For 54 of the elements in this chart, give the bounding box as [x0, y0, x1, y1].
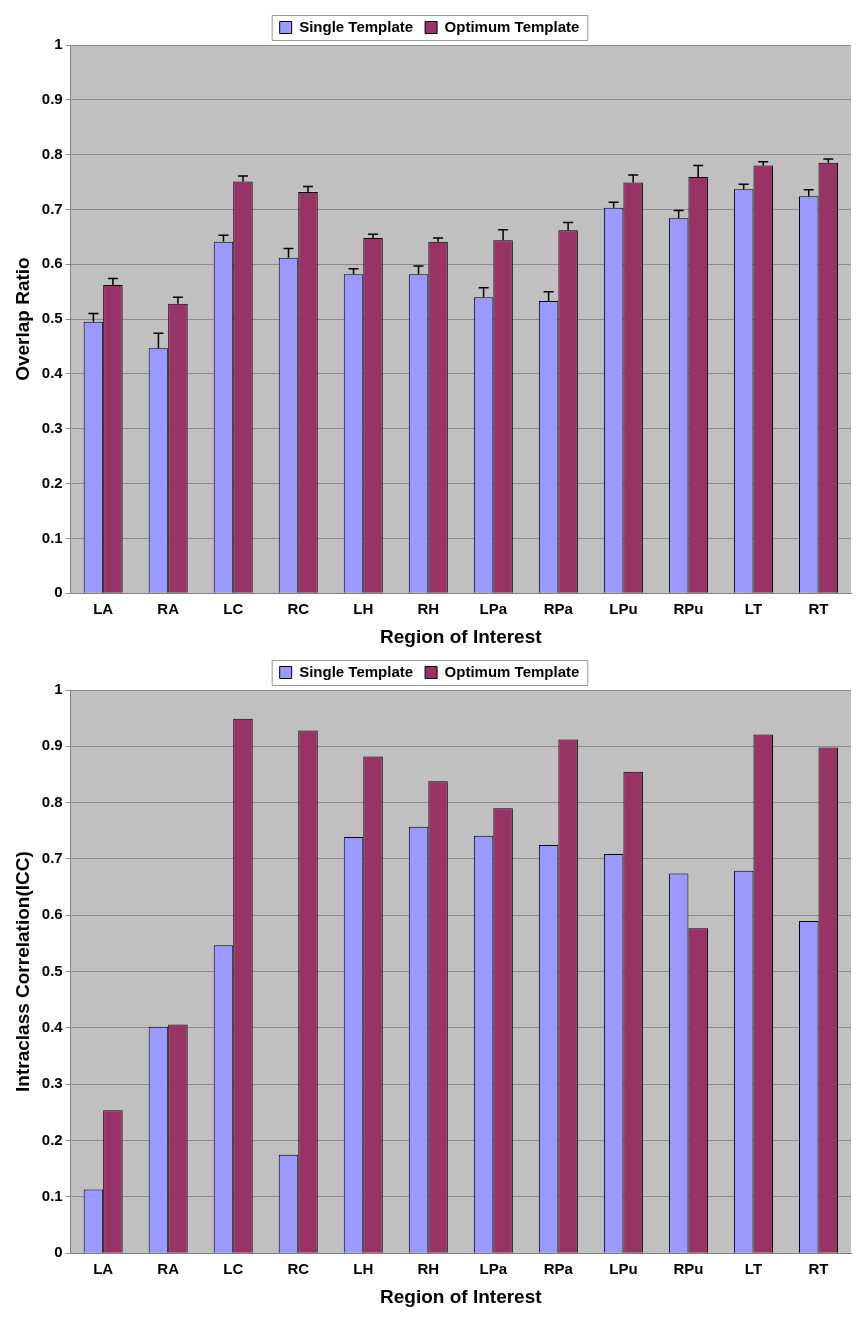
- y-tick-label: 1: [54, 680, 63, 698]
- x-tick-label: LH: [353, 600, 374, 618]
- x-tick-label: LPa: [479, 1260, 508, 1278]
- y-tick-label: 0.8: [41, 792, 63, 810]
- y-tick-label: 0.7: [41, 849, 63, 867]
- y-tick-label: 0.9: [41, 736, 63, 754]
- y-tick-label: 0: [54, 1243, 63, 1261]
- x-tick-label: RPu: [673, 1260, 704, 1278]
- x-tick-label: RH: [417, 1260, 440, 1278]
- y-tick-label: 1: [54, 35, 63, 53]
- y-tick-label: 0.6: [41, 254, 63, 272]
- x-tick-label: LC: [223, 600, 244, 618]
- x-tick-label: RC: [287, 1260, 310, 1278]
- x-tick-label: RPu: [673, 600, 704, 618]
- x-tick-label: RA: [157, 600, 180, 618]
- x-tick-label: LPa: [479, 600, 508, 618]
- x-tick-label: RH: [417, 600, 440, 618]
- y-tick-label: 0.1: [41, 1187, 63, 1205]
- x-tick-label: LPu: [609, 1260, 638, 1278]
- y-tick-label: 0: [54, 583, 63, 601]
- x-tick-label: LT: [744, 600, 763, 618]
- legend-label: Single Template: [299, 662, 414, 680]
- y-tick-label: 0.3: [41, 1074, 63, 1092]
- y-tick-label: 0.9: [41, 89, 63, 107]
- y-tick-label: 0.5: [41, 961, 63, 979]
- x-tick-label: LC: [223, 1260, 244, 1278]
- y-axis-title: Overlap Ratio: [11, 257, 33, 381]
- y-axis-title: Intraclass Correlation(ICC): [11, 851, 33, 1092]
- x-tick-label: RT: [808, 600, 829, 618]
- y-tick-label: 0.4: [41, 364, 64, 382]
- x-tick-label: LPu: [609, 600, 638, 618]
- x-tick-label: RPa: [543, 1260, 574, 1278]
- x-tick-label: LA: [93, 600, 114, 618]
- y-tick-label: 0.8: [41, 144, 63, 162]
- x-tick-label: RA: [157, 1260, 180, 1278]
- x-tick-label: RC: [287, 600, 310, 618]
- y-tick-label: 0.2: [41, 1130, 63, 1148]
- y-tick-label: 0.1: [41, 528, 63, 546]
- x-tick-label: RPa: [543, 600, 574, 618]
- x-tick-label: LH: [353, 1260, 374, 1278]
- x-tick-label: LA: [93, 1260, 114, 1278]
- x-tick-label: LT: [744, 1260, 763, 1278]
- y-tick-label: 0.4: [41, 1018, 64, 1036]
- x-axis-title: Region of Interest: [380, 625, 543, 647]
- y-tick-label: 0.3: [41, 418, 63, 436]
- y-tick-label: 0.6: [41, 905, 63, 923]
- x-tick-label: RT: [808, 1260, 829, 1278]
- legend-label: Optimum Template: [444, 17, 580, 35]
- y-tick-label: 0.2: [41, 473, 63, 491]
- legend-label: Single Template: [299, 17, 414, 35]
- y-tick-label: 0.7: [41, 199, 63, 217]
- y-tick-label: 0.5: [41, 309, 63, 327]
- legend-label: Optimum Template: [444, 662, 580, 680]
- x-axis-title: Region of Interest: [380, 1285, 543, 1307]
